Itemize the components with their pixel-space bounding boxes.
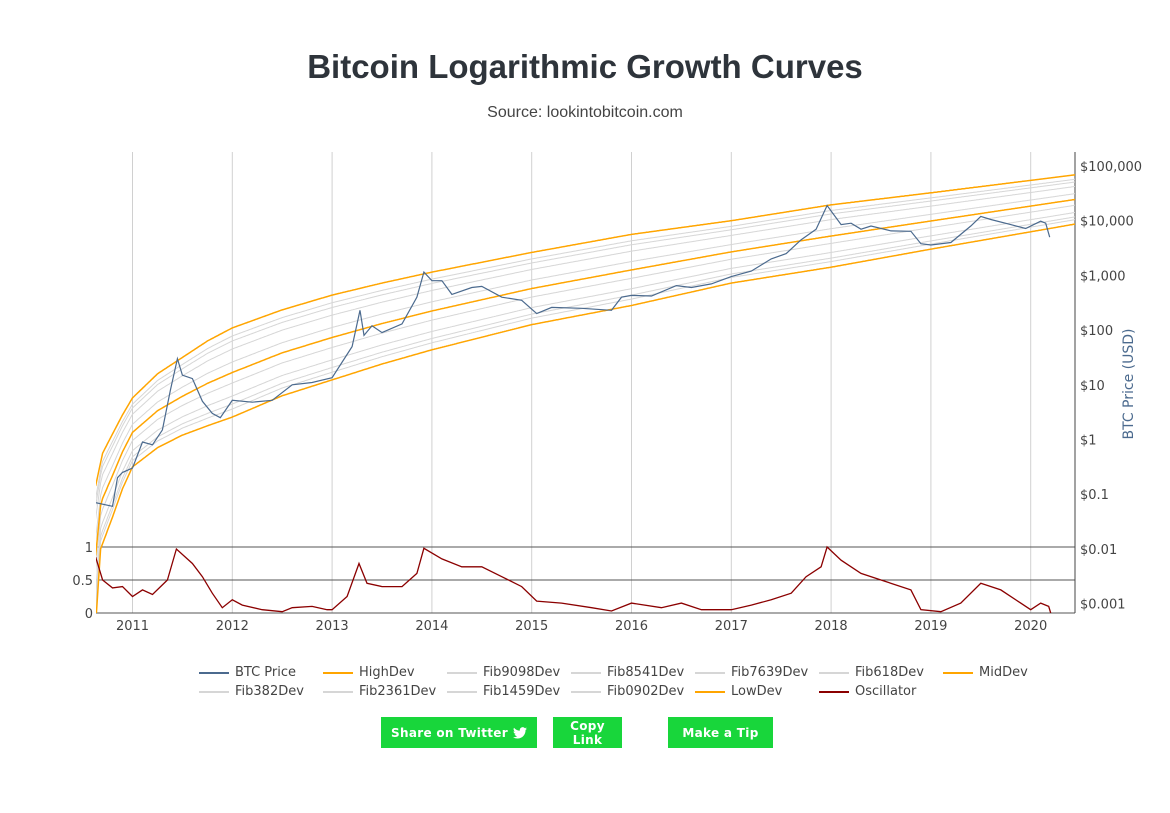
legend-swatch bbox=[571, 690, 601, 693]
legend-label: Fib2361Dev bbox=[359, 684, 437, 699]
x-tick-label: 2015 bbox=[515, 619, 548, 634]
band-fib0902dev bbox=[96, 219, 1075, 613]
legend-label: Fib618Dev bbox=[855, 665, 924, 680]
legend-item[interactable]: HighDev bbox=[323, 665, 415, 680]
legend-label: LowDev bbox=[731, 684, 783, 699]
legend-item[interactable]: Fib8541Dev bbox=[571, 665, 684, 680]
legend-swatch bbox=[819, 690, 849, 693]
legend-swatch bbox=[571, 671, 601, 674]
legend-item[interactable]: LowDev bbox=[695, 684, 782, 699]
y-tick-label: $100,000 bbox=[1080, 160, 1142, 175]
legend-item[interactable]: Fib9098Dev bbox=[447, 665, 560, 680]
y-tick-label: $100 bbox=[1080, 324, 1113, 339]
band-lowdev bbox=[96, 223, 1075, 613]
plot-area bbox=[96, 174, 1075, 613]
band-fib618dev bbox=[96, 193, 1075, 540]
legend-item[interactable]: Fib382Dev bbox=[199, 684, 304, 699]
chart-title: Bitcoin Logarithmic Growth Curves bbox=[307, 48, 863, 85]
band-fib7639dev bbox=[96, 185, 1075, 519]
y-tick-label: $10 bbox=[1080, 379, 1105, 394]
band-highdev bbox=[96, 174, 1075, 487]
legend-label: Fib1459Dev bbox=[483, 684, 561, 699]
oscillator-tick-label: 1 bbox=[85, 541, 93, 556]
legend-item[interactable]: Fib1459Dev bbox=[447, 684, 560, 699]
legend-swatch bbox=[695, 690, 725, 693]
btc-price-line bbox=[96, 204, 1051, 508]
oscillator-line bbox=[96, 545, 1052, 613]
chart-subtitle: Source: lookintobitcoin.com bbox=[487, 104, 683, 121]
legend-item[interactable]: Fib618Dev bbox=[819, 665, 924, 680]
band-fib382dev bbox=[96, 204, 1075, 573]
legend-item[interactable]: Oscillator bbox=[819, 684, 916, 699]
y-tick-label: $1 bbox=[1080, 434, 1097, 449]
legend-item[interactable]: Fib7639Dev bbox=[695, 665, 808, 680]
legend-label: Fib382Dev bbox=[235, 684, 304, 699]
legend-swatch bbox=[199, 671, 229, 674]
oscillator-tick-label: 0.5 bbox=[72, 574, 93, 589]
legend-label: BTC Price bbox=[235, 665, 297, 680]
legend-swatch bbox=[447, 690, 477, 693]
legend-label: Fib0902Dev bbox=[607, 684, 685, 699]
y-axis-title: BTC Price (USD) bbox=[1121, 328, 1137, 439]
band-fib9098dev bbox=[96, 178, 1075, 499]
x-tick-label: 2013 bbox=[316, 619, 349, 634]
legend-swatch bbox=[943, 671, 973, 674]
legend-label: Oscillator bbox=[855, 684, 917, 699]
legend-label: MidDev bbox=[979, 665, 1028, 680]
y-tick-label: $10,000 bbox=[1080, 215, 1134, 230]
legend-label: Fib7639Dev bbox=[731, 665, 809, 680]
y-tick-label: $0.1 bbox=[1080, 488, 1109, 503]
x-tick-label: 2011 bbox=[116, 619, 149, 634]
x-tick-label: 2019 bbox=[914, 619, 947, 634]
x-tick-label: 2018 bbox=[815, 619, 848, 634]
band-fib1459dev bbox=[96, 216, 1075, 606]
share-twitter-label: Share on Twitter bbox=[391, 725, 508, 740]
x-tick-label: 2014 bbox=[415, 619, 448, 634]
legend-item[interactable]: BTC Price bbox=[199, 665, 296, 680]
x-tick-label: 2012 bbox=[216, 619, 249, 634]
legend-item[interactable]: Fib2361Dev bbox=[323, 684, 436, 699]
band-fib2361dev bbox=[96, 211, 1075, 593]
copy-link-button[interactable]: Copy Link bbox=[553, 717, 622, 748]
legend-item[interactable]: MidDev bbox=[943, 665, 1028, 680]
legend-swatch bbox=[323, 690, 353, 693]
band-fib8541dev bbox=[96, 181, 1075, 507]
y-tick-label: $1,000 bbox=[1080, 269, 1126, 284]
chart-svg: 2011 2012 2013 2014 2015 2016 2017 2018 2019 2020… bbox=[72, 152, 1142, 634]
legend-swatch bbox=[819, 671, 849, 674]
twitter-bird-icon bbox=[512, 726, 527, 739]
legend-item[interactable]: Fib0902Dev bbox=[571, 684, 684, 699]
y-tick-label: $0.01 bbox=[1080, 543, 1117, 558]
legend-label: Fib9098Dev bbox=[483, 665, 561, 680]
legend-swatch bbox=[447, 671, 477, 674]
band-middev bbox=[96, 198, 1075, 556]
oscillator-tick-label: 0 bbox=[85, 607, 93, 622]
legend-swatch bbox=[323, 671, 353, 674]
y-tick-label: $0.001 bbox=[1080, 598, 1126, 613]
legend-label: Fib8541Dev bbox=[607, 665, 685, 680]
legend-swatch bbox=[695, 671, 725, 674]
make-a-tip-button[interactable]: Make a Tip bbox=[668, 717, 773, 748]
legend-label: HighDev bbox=[359, 665, 415, 680]
x-tick-label: 2020 bbox=[1014, 619, 1047, 634]
x-tick-label: 2017 bbox=[715, 619, 748, 634]
legend-swatch bbox=[199, 690, 229, 693]
x-tick-label: 2016 bbox=[615, 619, 648, 634]
share-twitter-button[interactable]: Share on Twitter bbox=[381, 717, 537, 748]
